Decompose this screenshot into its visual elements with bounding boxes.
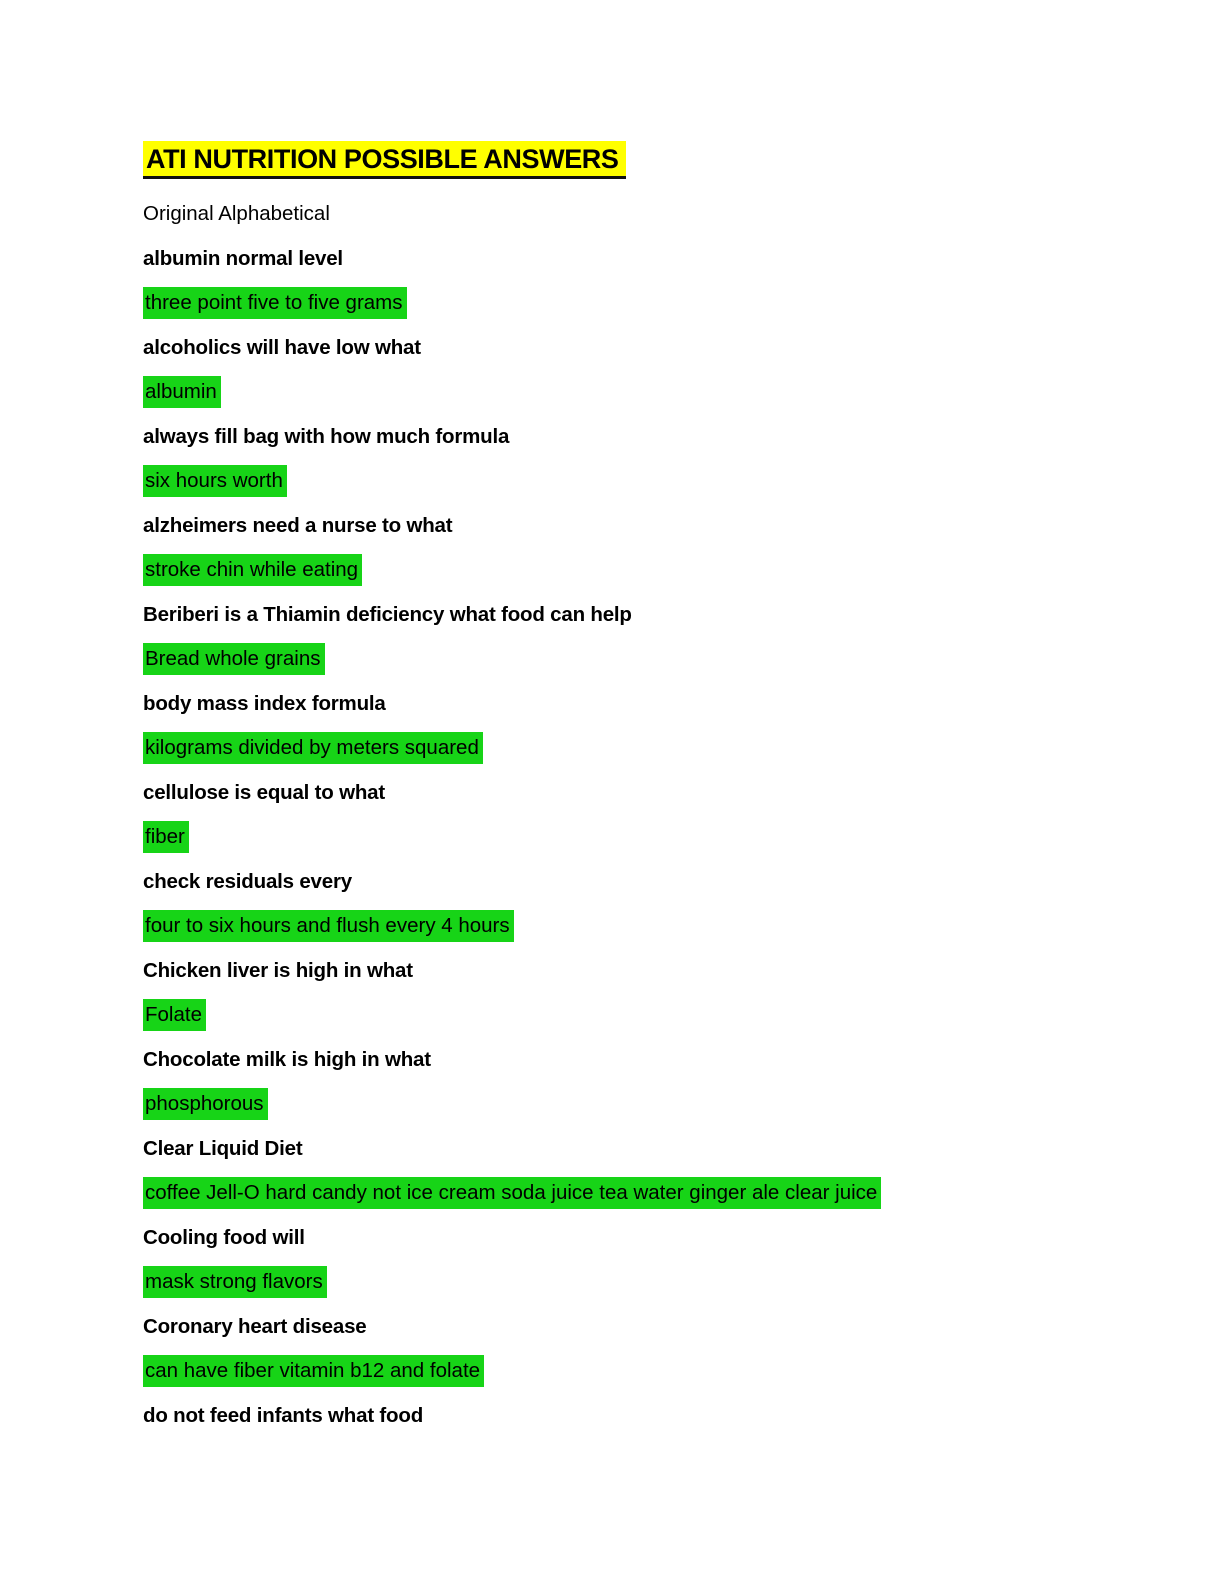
question-line: alcoholics will have low what [143, 335, 421, 359]
answer-line: kilograms divided by meters squared [143, 732, 1144, 765]
question-line: albumin normal level [143, 246, 343, 270]
answer-highlight: can have fiber vitamin b12 and folate [143, 1355, 485, 1388]
question-line: Beriberi is a Thiamin deficiency what fo… [143, 602, 632, 626]
question-line: always fill bag with how much formula [143, 424, 510, 448]
document-title: ATI NUTRITION POSSIBLE ANSWERS [143, 141, 626, 180]
answer-line: coffee Jell-O hard candy not ice cream s… [143, 1177, 1144, 1210]
answer-highlight: Bread whole grains [143, 643, 325, 676]
answer-highlight: Folate [143, 999, 206, 1032]
question-line: Clear Liquid Diet [143, 1136, 303, 1160]
question-line: Chocolate milk is high in what [143, 1047, 431, 1071]
question-line: do not feed infants what food [143, 1403, 424, 1427]
answer-line: four to six hours and flush every 4 hour… [143, 910, 1144, 943]
answer-highlight: six hours worth [143, 465, 287, 498]
question-line: Coronary heart disease [143, 1314, 367, 1338]
question-line: Cooling food will [143, 1225, 305, 1249]
answer-highlight: albumin [143, 376, 221, 409]
answer-line: albumin [143, 376, 1144, 409]
answer-line: can have fiber vitamin b12 and folate [143, 1355, 1144, 1388]
answer-line: fiber [143, 821, 1144, 854]
document-subtitle: Original Alphabetical [143, 202, 330, 226]
question-line: check residuals every [143, 869, 352, 893]
question-line: body mass index formula [143, 691, 386, 715]
answer-line: phosphorous [143, 1088, 1144, 1121]
answer-highlight: three point five to five grams [143, 287, 407, 320]
answer-line: Bread whole grains [143, 643, 1144, 676]
answer-highlight: phosphorous [143, 1088, 268, 1121]
answer-highlight: kilograms divided by meters squared [143, 732, 483, 765]
answer-highlight: four to six hours and flush every 4 hour… [143, 910, 514, 943]
answer-line: six hours worth [143, 465, 1144, 498]
answer-line: mask strong flavors [143, 1266, 1144, 1299]
answer-line: stroke chin while eating [143, 554, 1144, 587]
question-line: Chicken liver is high in what [143, 958, 413, 982]
answer-highlight: fiber [143, 821, 189, 854]
question-line: alzheimers need a nurse to what [143, 513, 453, 537]
document-title-wrap: ATI NUTRITION POSSIBLE ANSWERS [143, 141, 1144, 180]
answer-highlight: coffee Jell-O hard candy not ice cream s… [143, 1177, 882, 1210]
answer-line: three point five to five grams [143, 287, 1144, 320]
question-line: cellulose is equal to what [143, 780, 386, 804]
qa-list: albumin normal level three point five to … [143, 246, 1144, 1427]
answer-line: Folate [143, 999, 1144, 1032]
answer-highlight: mask strong flavors [143, 1266, 327, 1299]
answer-highlight: stroke chin while eating [143, 554, 363, 587]
